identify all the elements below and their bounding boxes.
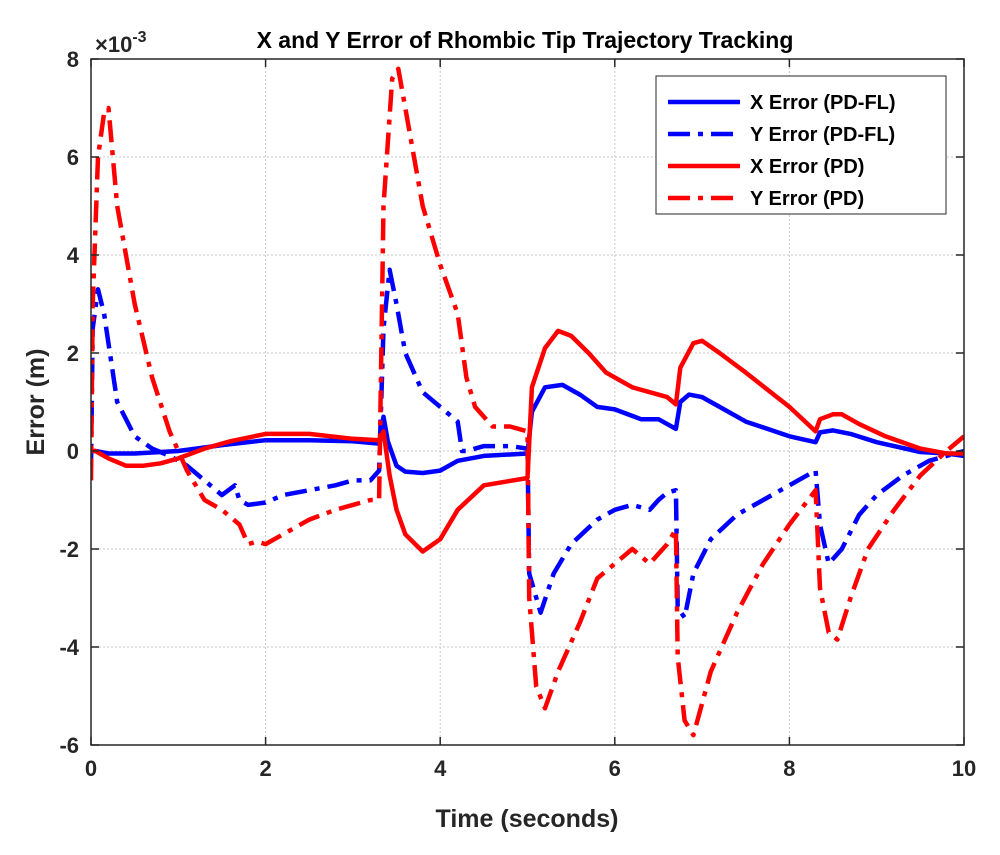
legend-label: X Error (PD-FL) (750, 92, 896, 114)
x-tick-label: 10 (952, 756, 976, 781)
y-tick-label: 6 (67, 145, 79, 170)
y-tick-label: -6 (59, 733, 79, 758)
x-axis-label: Time (seconds) (436, 805, 619, 833)
y-tick-label: 2 (67, 341, 79, 366)
plot-frame (90, 58, 965, 746)
y-multiplier-base: ×10 (95, 32, 132, 57)
series-line-y-error-pd (91, 66, 964, 738)
x-tick-label: 6 (609, 756, 621, 781)
x-tick-label: 4 (434, 756, 447, 781)
x-tick-label: 0 (85, 756, 97, 781)
y-tick-label: -2 (59, 537, 79, 562)
y-multiplier-exponent: -3 (132, 29, 146, 46)
y-axis-label: Error (m) (22, 349, 50, 456)
y-tick-label: 0 (67, 439, 79, 464)
legend: X Error (PD-FL) Y Error (PD-FL) X Error (P… (655, 75, 947, 215)
y-tick-label: 4 (67, 243, 80, 268)
legend-label: Y Error (PD) (750, 188, 864, 210)
y-tick-label: 8 (67, 47, 79, 72)
legend-label: X Error (PD) (750, 156, 864, 178)
chart-title: X and Y Error of Rhombic Tip Trajectory … (257, 27, 794, 53)
legend-items: X Error (PD-FL) Y Error (PD-FL) X Error (P… (668, 92, 896, 210)
series-line-y-error-pd-fl (91, 267, 964, 620)
x-tick-label: 2 (259, 756, 271, 781)
series-line-x-error-pd-fl (91, 382, 964, 476)
legend-box (655, 75, 947, 215)
x-tick-label: 8 (783, 756, 795, 781)
series-lines (91, 66, 964, 738)
y-multiplier: ×10-3 (95, 29, 147, 57)
y-tick-label: -4 (59, 635, 79, 660)
series-line-x-error-pd (91, 328, 964, 554)
legend-label: Y Error (PD-FL) (750, 124, 895, 146)
axis-ticks: 0 2 4 6 8 10 -6 -4 -2 0 2 4 6 8 (59, 47, 976, 781)
